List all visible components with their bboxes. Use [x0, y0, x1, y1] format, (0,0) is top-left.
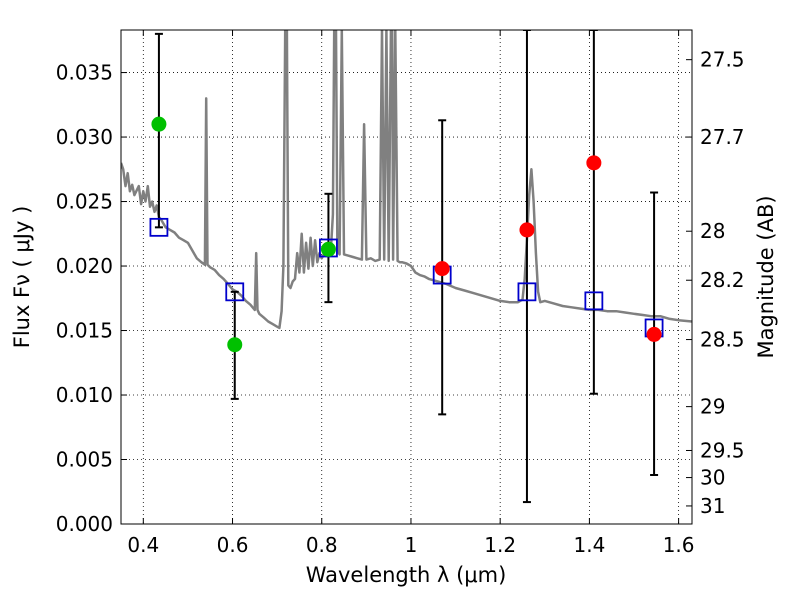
x-tick-label: 0.6 — [217, 533, 249, 557]
y-tick-label: 0.000 — [56, 512, 113, 536]
y-tick-label: 0.025 — [56, 190, 113, 214]
y-tick-label: 0.010 — [56, 383, 113, 407]
x-tick-label: 1 — [405, 533, 418, 557]
observed-flux-point — [519, 222, 535, 238]
model-flux-square — [517, 282, 537, 302]
x-tick-label: 1.2 — [484, 533, 516, 557]
right-tick-label: 28.2 — [700, 268, 745, 292]
right-tick-label: 28 — [700, 219, 725, 243]
right-tick-label: 27.5 — [700, 48, 745, 72]
plot-frame — [120, 29, 693, 525]
right-tick-label: 31 — [700, 494, 725, 518]
y-tick-label: 0.015 — [56, 319, 113, 343]
x-axis-label: Wavelength λ (μm) — [306, 563, 507, 587]
x-tick-label: 1.4 — [573, 533, 605, 557]
x-tick-label: 1.6 — [663, 533, 695, 557]
y-tick-label: 0.035 — [56, 61, 113, 85]
observed-flux-point — [646, 326, 662, 342]
axes: 0.4 0.6 0.8 1 1.2 1.4 1.6 0.000 0.005 0.010 0.015 0… — [56, 30, 745, 557]
model-flux-square — [584, 291, 604, 311]
right-tick-label: 29.5 — [700, 438, 745, 462]
observed-flux-point — [586, 155, 602, 171]
right-tick-label: 27.7 — [700, 125, 745, 149]
observed-flux-point — [434, 261, 450, 277]
plot-background — [121, 30, 692, 524]
model-flux-square — [149, 217, 169, 237]
right-axis-label: Magnitude (AB) — [754, 195, 778, 358]
observed-flux-point — [320, 241, 336, 257]
right-tick-label: 28.5 — [700, 328, 745, 352]
y-tick-label: 0.020 — [56, 254, 113, 278]
observed-flux-point — [227, 337, 243, 353]
x-tick-label: 0.4 — [127, 533, 159, 557]
y-axis-label: Flux Fν ( μJy ) — [10, 206, 34, 349]
y-tick-label: 0.030 — [56, 125, 113, 149]
right-tick-label: 29 — [700, 395, 725, 419]
y-tick-label: 0.005 — [56, 448, 113, 472]
observed-flux-point — [151, 116, 167, 132]
x-tick-label: 0.8 — [306, 533, 338, 557]
model-flux-square — [225, 282, 245, 302]
plot-area — [121, 30, 692, 504]
right-tick-label: 30 — [700, 466, 725, 490]
